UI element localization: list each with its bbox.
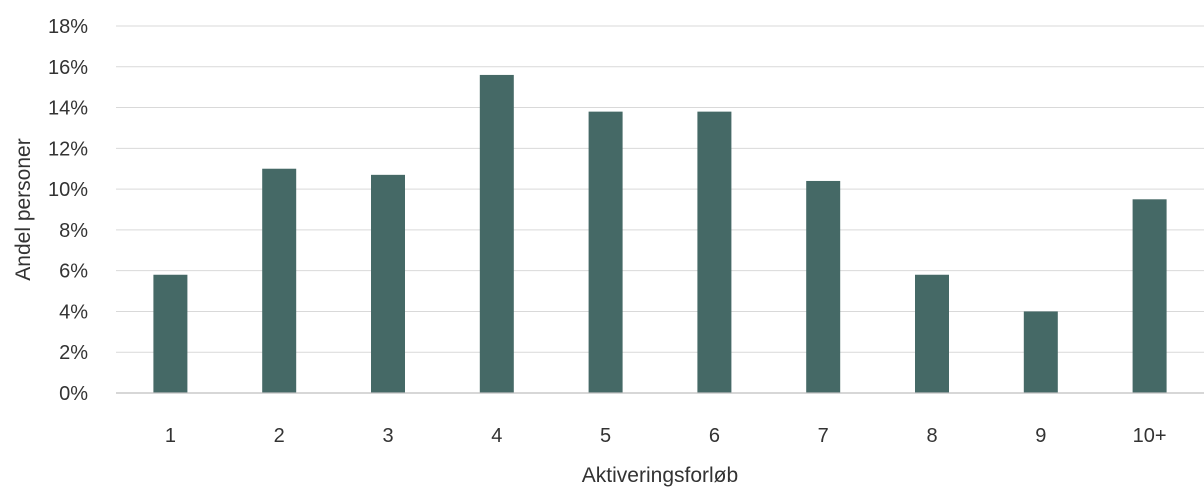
bar bbox=[915, 274, 949, 393]
bar bbox=[697, 111, 732, 393]
x-tick-label: 1 bbox=[165, 425, 176, 447]
bar bbox=[262, 168, 297, 393]
gridlines bbox=[116, 25, 1204, 353]
bar bbox=[1023, 311, 1058, 393]
x-tick-label: 4 bbox=[491, 425, 502, 447]
y-tick-label: 18% bbox=[48, 16, 88, 38]
y-tick-label: 16% bbox=[48, 57, 88, 79]
y-tick-label: 4% bbox=[59, 301, 88, 323]
x-tick-label: 7 bbox=[818, 425, 829, 447]
y-tick-label: 0% bbox=[59, 383, 88, 405]
x-tick-label: 5 bbox=[600, 425, 611, 447]
y-tick-label: 8% bbox=[59, 220, 88, 242]
x-tick-label: 6 bbox=[709, 425, 720, 447]
y-tick-label: 14% bbox=[48, 98, 88, 120]
bar bbox=[371, 174, 405, 393]
x-tick-label: 9 bbox=[1035, 425, 1046, 447]
y-tick-label: 6% bbox=[59, 261, 88, 283]
x-axis-title: Aktiveringsforløb bbox=[582, 464, 738, 487]
x-axis-ticks: 1 2 3 4 5 6 7 8 9 10+ bbox=[165, 425, 1167, 447]
y-tick-label: 2% bbox=[59, 342, 88, 364]
y-axis-title: Andel personer bbox=[12, 138, 35, 280]
x-tick-label: 8 bbox=[926, 425, 937, 447]
bar bbox=[479, 74, 514, 393]
bar bbox=[806, 180, 841, 393]
y-tick-label: 12% bbox=[48, 138, 88, 160]
bar bbox=[1132, 199, 1167, 393]
bars bbox=[153, 74, 1167, 393]
x-tick-label: 3 bbox=[382, 425, 393, 447]
bar bbox=[153, 274, 188, 393]
bar bbox=[588, 111, 623, 393]
y-axis-ticks: 0% 2% 4% 6% 8% 10% 12% 14% 16% 18% bbox=[48, 16, 88, 405]
y-tick-label: 10% bbox=[48, 179, 88, 201]
x-tick-label: 2 bbox=[274, 425, 285, 447]
x-tick-label: 10+ bbox=[1133, 425, 1167, 447]
